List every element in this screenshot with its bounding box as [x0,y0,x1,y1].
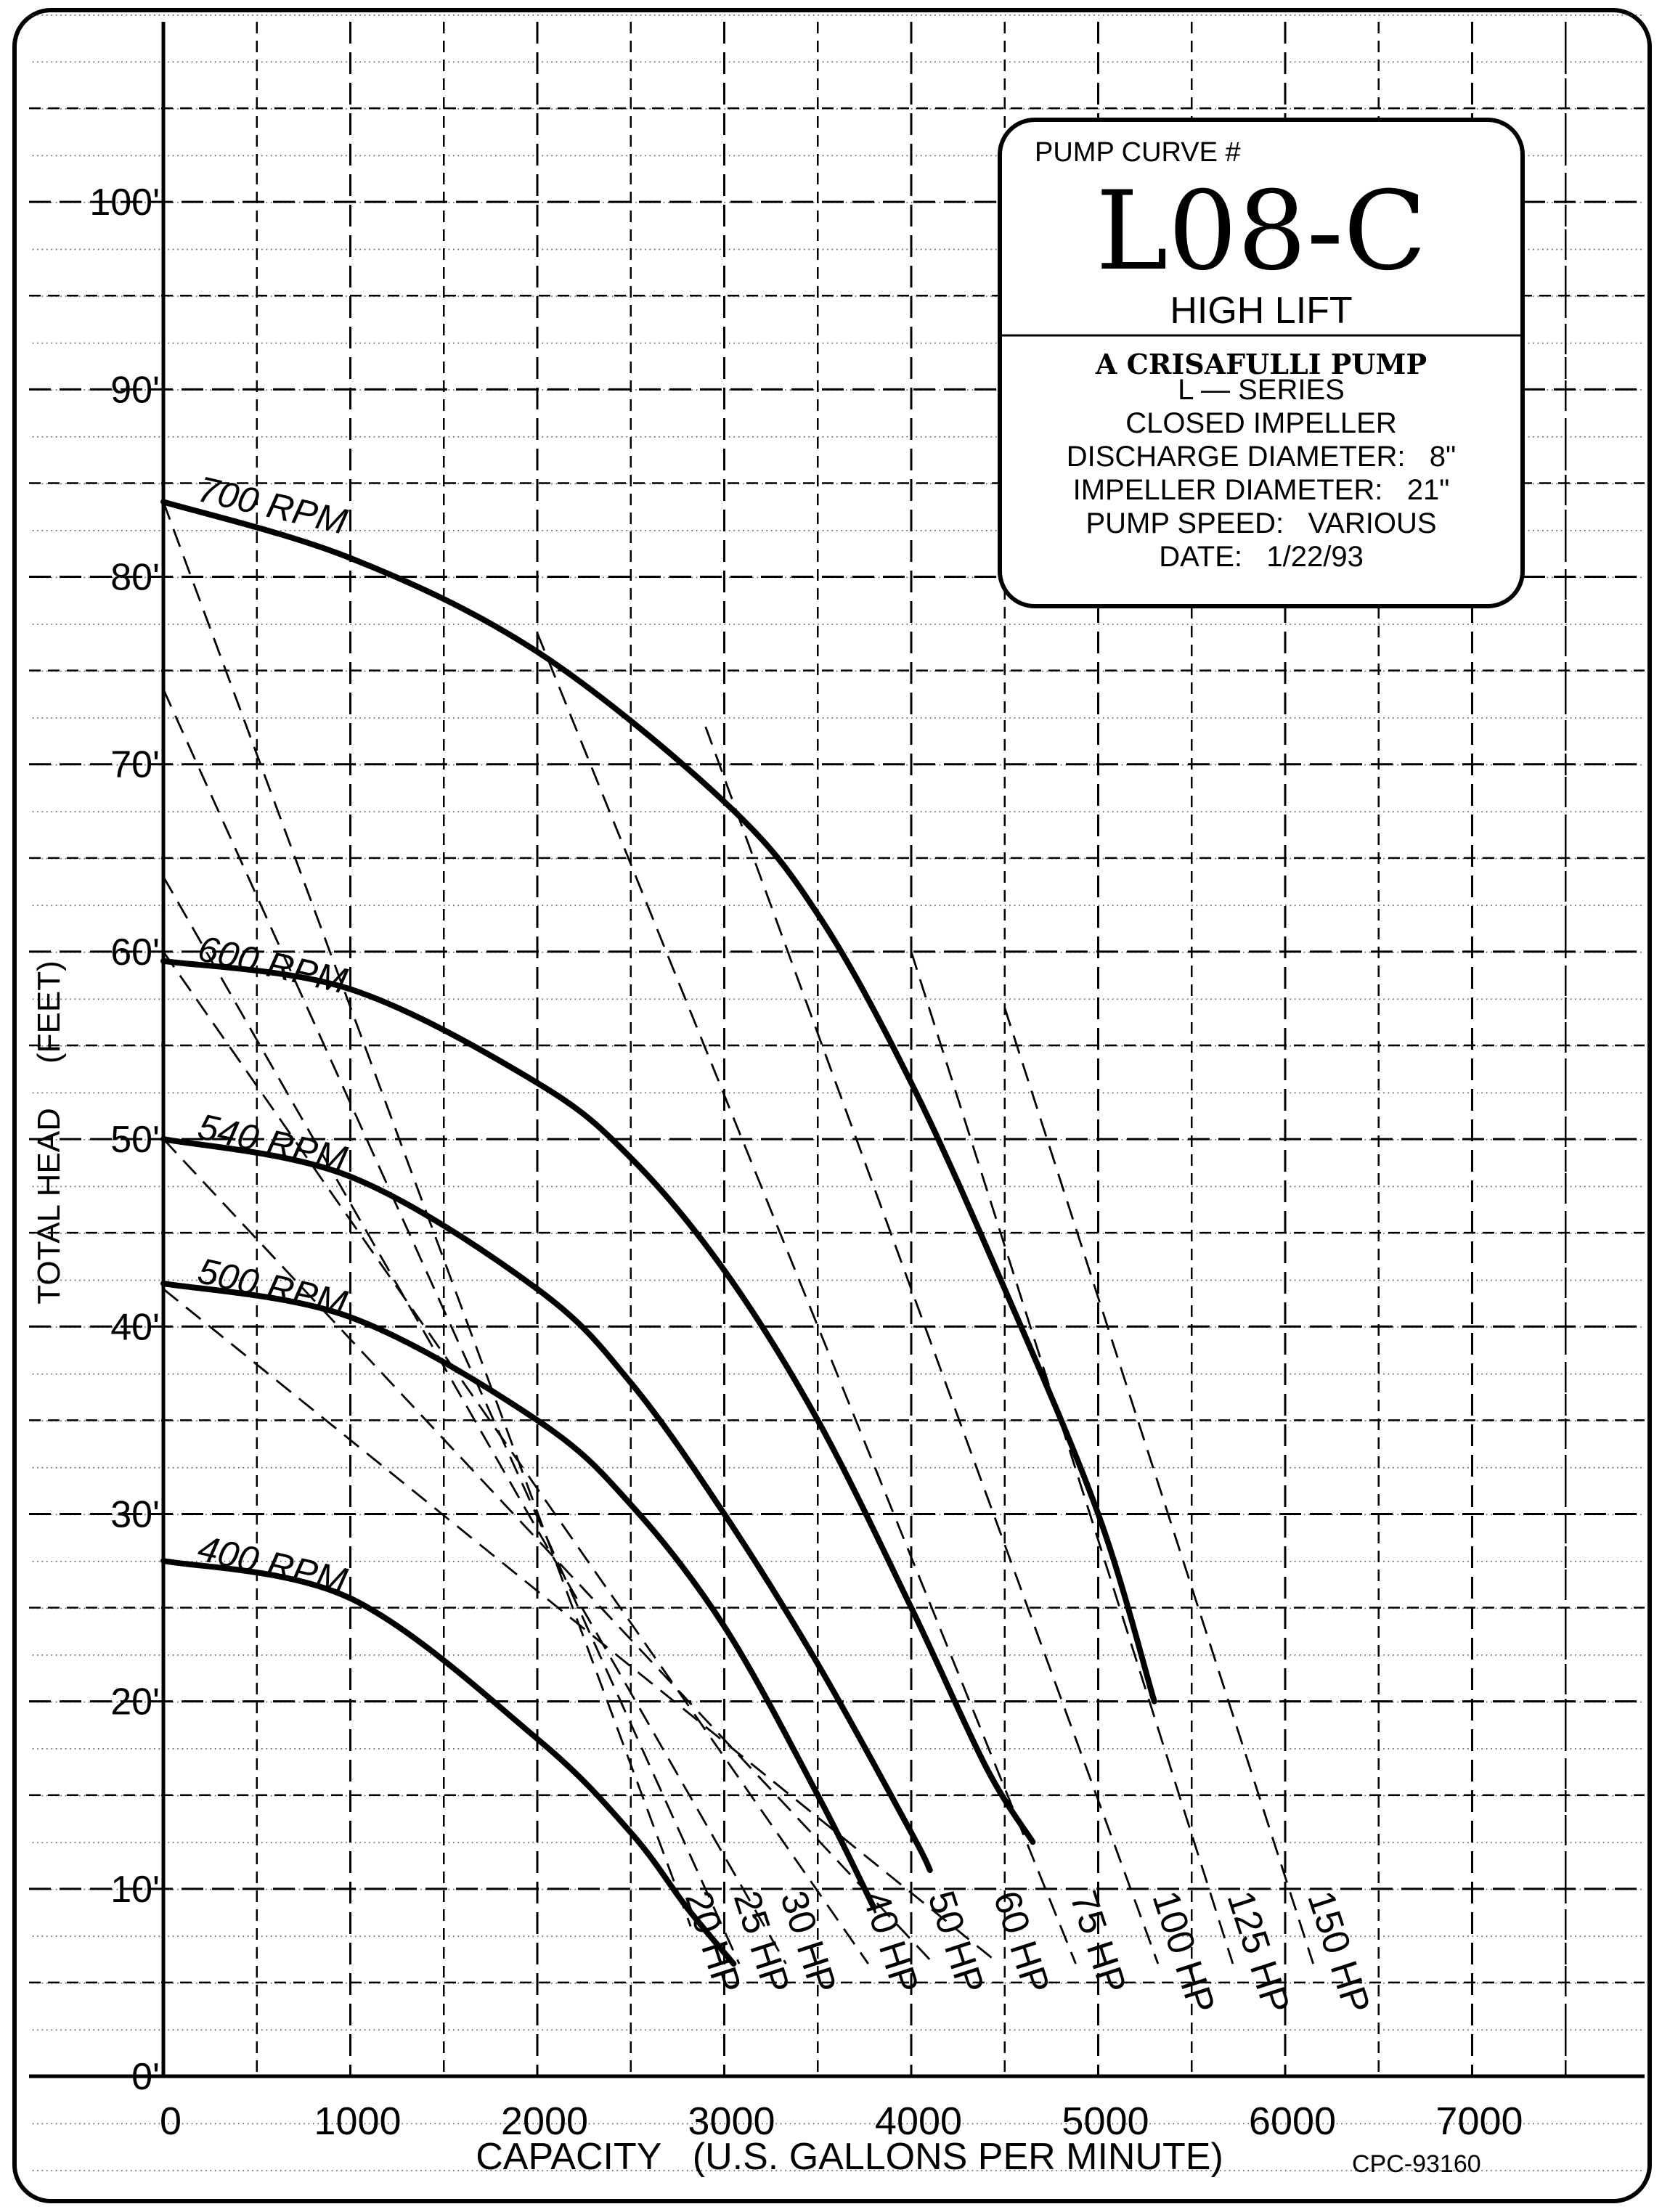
y-tick-label: 70' [110,744,160,786]
axis-ticks: 0 1000 2000 3000 4000 5000 6000 7000 0' 10' 20' 30'… [89,181,1523,2143]
rpm-curve [160,1136,933,1873]
spec-line: DISCHARGE DIAMETER: 8" [1067,441,1457,473]
y-tick-label: 80' [110,557,160,599]
major-grid [29,22,1645,2078]
y-tick-label: 50' [110,1119,160,1161]
x-tick-label: 6000 [1249,2099,1336,2143]
x-axis-label: CAPACITY (U.S. GALLONS PER MINUTE) [476,2136,1223,2178]
y-tick-label: 60' [110,931,160,974]
rpm-curve [160,1280,877,1911]
drawing-number: CPC-93160 [1352,2150,1481,2178]
rpm-curve [160,1558,737,1967]
x-tick-label: 1000 [314,2099,401,2143]
spec-line: PUMP SPEED: VARIOUS [1085,507,1436,539]
rpm-curve [160,958,1036,1845]
hp-line [163,1288,1000,1965]
spec-line: DATE: 1/22/93 [1159,541,1364,573]
hp-line [536,632,1077,1964]
hp-line [162,951,869,1964]
spec-line: IMPELLER DIAMETER: 21" [1073,474,1450,506]
x-tick-label: 5000 [1062,2099,1149,2143]
hp-line [162,1138,934,1965]
y-tick-label: 10' [110,1869,160,1911]
y-tick-label: 90' [110,369,160,411]
pump-curve-label: PUMP CURVE # [1035,137,1241,168]
minor-grid [29,22,1645,2076]
spec-line: L — SERIES [1178,374,1345,406]
outer-border [12,8,1652,2203]
subtitle: HIGH LIFT [1170,290,1352,332]
x-tick-label: 2000 [501,2099,588,2143]
title-box-frame [998,118,1525,608]
y-axis-label: TOTAL HEAD (FEET) [31,960,67,1304]
x-tick-label: 3000 [688,2099,775,2143]
x-tick-label: 7000 [1435,2099,1523,2143]
hp-line [1003,1007,1314,1964]
x-tick-label: 4000 [875,2099,962,2143]
y-tick-label: 20' [110,1681,160,1723]
y-tick-label: 0' [131,2056,160,2098]
hp-line [704,726,1160,1964]
y-tick-label: 40' [110,1306,160,1348]
manufacturer: A CRISAFULLI PUMP [1095,348,1427,380]
spec-line: CLOSED IMPELLER [1125,407,1396,439]
hp-line [162,688,741,1964]
hp-line [162,876,787,1964]
x-tick-label: 0 [160,2099,182,2143]
hp-line [910,951,1234,1964]
y-tick-label: 100' [89,181,160,224]
rpm-curve [160,499,1157,1705]
y-tick-label: 30' [110,1493,160,1535]
title-box: PUMP CURVE # L08-C HIGH LIFT A CRISAFULL… [998,118,1525,608]
model-number: L08-C [1096,168,1427,295]
